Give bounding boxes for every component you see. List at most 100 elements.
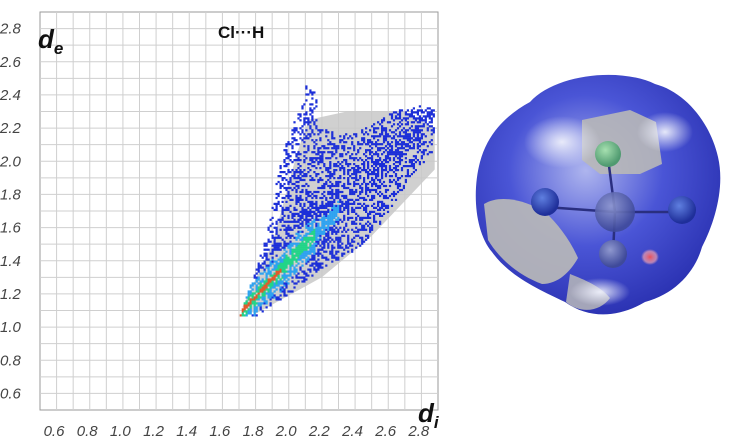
contact-point [255, 296, 258, 299]
contact-point [293, 139, 296, 142]
contact-point [291, 175, 294, 178]
contact-point [404, 129, 407, 132]
contact-point [299, 196, 302, 200]
contact-point [404, 180, 407, 184]
contact-point [365, 204, 368, 207]
contact-point [313, 242, 316, 245]
contact-point [325, 214, 328, 217]
contact-point [369, 139, 372, 142]
contact-point [343, 137, 346, 140]
contact-point [285, 262, 288, 265]
contact-point [287, 258, 290, 261]
contact-point [339, 180, 342, 184]
contact-point [273, 274, 276, 277]
contact-point [321, 210, 324, 213]
contact-point [327, 230, 330, 233]
contact-point [321, 232, 324, 235]
contact-point [339, 141, 342, 144]
plot-title: Cl···H [218, 23, 264, 42]
contact-point [305, 258, 308, 261]
contact-point [375, 145, 378, 148]
contact-point [347, 171, 350, 174]
contact-point [285, 264, 288, 267]
contact-point [398, 147, 402, 150]
contact-point [249, 304, 252, 307]
contact-point [325, 206, 328, 209]
contact-point [295, 250, 298, 253]
contact-point [317, 208, 320, 211]
contact-point [347, 173, 350, 176]
contact-point [381, 202, 384, 205]
contact-point [327, 190, 330, 194]
contact-point [381, 192, 384, 196]
contact-point [418, 145, 421, 148]
contact-point [367, 194, 370, 198]
contact-point [249, 292, 252, 295]
contact-point [329, 252, 332, 255]
contact-point [283, 242, 286, 245]
contact-point [287, 180, 290, 184]
contact-point [367, 167, 370, 170]
contact-point [283, 252, 286, 255]
contact-point [261, 290, 264, 293]
contact-point [329, 184, 332, 188]
contact-point [251, 292, 254, 295]
contact-point [369, 228, 372, 231]
contact-point [375, 161, 378, 164]
contact-point [299, 250, 302, 253]
contact-point [410, 165, 413, 168]
contact-point [410, 147, 413, 150]
contact-point [275, 206, 278, 209]
contact-point [410, 111, 413, 114]
contact-point [394, 133, 398, 136]
contact-point [337, 177, 340, 180]
contact-point [307, 220, 310, 223]
contact-point [327, 131, 330, 134]
contact-point [317, 226, 320, 229]
contact-point [297, 157, 300, 160]
contact-point [277, 200, 280, 203]
contact-point [331, 135, 334, 138]
contact-point [283, 240, 286, 243]
contact-point [285, 151, 288, 154]
contact-point [285, 266, 288, 269]
contact-point [365, 192, 368, 196]
contact-point [277, 242, 280, 245]
contact-point [301, 236, 304, 239]
contact-point [269, 272, 272, 275]
contact-point [333, 137, 336, 140]
contact-point [267, 292, 270, 295]
contact-point [337, 190, 340, 194]
contact-point [243, 302, 246, 305]
contact-point [339, 175, 342, 178]
contact-point [321, 256, 324, 259]
contact-point [373, 123, 376, 126]
contact-point [339, 226, 342, 229]
contact-point [315, 153, 318, 156]
contact-point [297, 248, 300, 251]
contact-point [347, 180, 350, 184]
contact-point [394, 143, 398, 146]
contact-point [337, 242, 340, 245]
contact-point [347, 206, 350, 209]
contact-point [301, 216, 304, 219]
contact-point [335, 196, 338, 200]
contact-point [430, 133, 433, 136]
contact-point [313, 248, 316, 251]
contact-point [285, 143, 288, 146]
contact-point [392, 111, 396, 114]
contact-point [315, 194, 318, 198]
contact-point [373, 137, 376, 140]
contact-point [355, 169, 358, 172]
contact-point [289, 186, 292, 190]
contact-point [347, 234, 350, 237]
contact-point [287, 220, 290, 223]
contact-point [357, 171, 360, 174]
contact-point [295, 212, 298, 215]
contact-point [319, 196, 322, 200]
contact-point [394, 165, 398, 168]
contact-point [287, 182, 290, 186]
contact-point [363, 139, 366, 142]
contact-point [343, 167, 346, 170]
contact-point [279, 298, 282, 301]
